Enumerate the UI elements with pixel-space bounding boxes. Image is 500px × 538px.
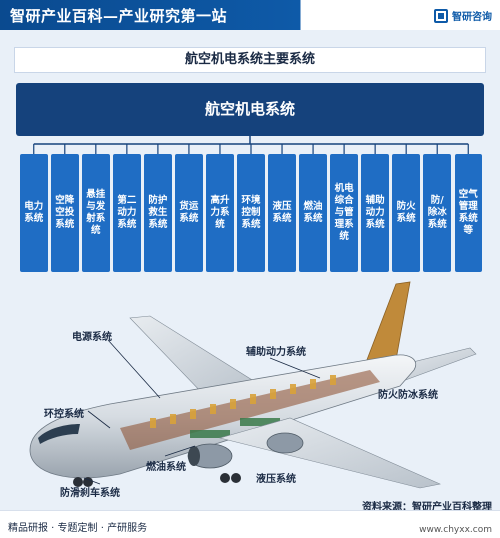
label-brake-system: 防滑刹车系统 <box>60 488 120 499</box>
header-title: 智研产业百科—产业研究第一站 <box>10 7 228 25</box>
subsystem-label: 货运系统 <box>179 201 199 224</box>
subsystem-box: 悬挂与发射系统 <box>82 154 110 272</box>
brand-logo: 智研咨询 <box>434 8 492 23</box>
subsystem-box: 辅助动力系统 <box>361 154 389 272</box>
aircraft-illustration <box>29 281 477 489</box>
subsystem-box: 第二动力系统 <box>113 154 141 272</box>
subsystem-box: 防火系统 <box>392 154 420 272</box>
label-power-system: 电源系统 <box>72 332 112 343</box>
source-note: 资料来源：智研产业百科整理 <box>362 502 492 513</box>
lower-wing <box>218 417 441 489</box>
diagram-title: 航空机电系统主要系统 <box>14 47 486 73</box>
subsystem-row: 电力系统 空降空投系统 悬挂与发射系统 第二动力系统 防护救生系统 货运系统 高升力系统 环境… <box>20 154 482 272</box>
subsystem-box: 环境控制系统 <box>237 154 265 272</box>
label-fire-ice-system: 防火防冰系统 <box>378 390 438 401</box>
subsystem-label: 高升力系统 <box>210 195 230 230</box>
subsystem-label: 液压系统 <box>272 201 292 224</box>
subsystem-label: 机电综合与管理系统 <box>334 183 354 242</box>
subsystem-box: 货运系统 <box>175 154 203 272</box>
header-bar: 智研产业百科—产业研究第一站 智研咨询 <box>0 0 500 30</box>
subsystem-box: 机电综合与管理系统 <box>330 154 358 272</box>
engine-right <box>266 432 304 454</box>
subsystem-box: 高升力系统 <box>206 154 234 272</box>
footer-right: www.chyxx.com <box>419 513 492 535</box>
subsystem-label: 空气管理系统等 <box>458 189 478 236</box>
connector-lines <box>33 136 469 154</box>
cockpit <box>38 424 80 444</box>
subsystem-label: 燃油系统 <box>303 201 323 224</box>
label-env-control-system: 环控系统 <box>44 409 84 420</box>
footer-tagline: 精品研报 · 专题定制 · 产研服务 <box>8 523 148 534</box>
subsystem-label: 第二动力系统 <box>117 195 137 230</box>
footer-url: www.chyxx.com <box>419 525 492 535</box>
subsystem-box: 电力系统 <box>20 154 48 272</box>
subsystem-box: 空降空投系统 <box>51 154 79 272</box>
footer-bar: 精品研报 · 专题定制 · 产研服务 www.chyxx.com <box>0 510 500 538</box>
subsystem-label: 环境控制系统 <box>241 195 261 230</box>
brand-logo-icon <box>434 8 448 23</box>
subsystem-label: 悬挂与发射系统 <box>86 189 106 236</box>
subsystem-box: 空气管理系统等 <box>454 154 482 272</box>
brand-logo-text: 智研咨询 <box>452 12 492 23</box>
subsystem-box: 燃油系统 <box>299 154 327 272</box>
subsystem-label: 防/除冰系统 <box>427 195 447 230</box>
cabin-cutaway <box>120 370 380 450</box>
label-fuel-system: 燃油系统 <box>146 462 186 473</box>
label-apu-system: 辅助动力系统 <box>246 347 306 358</box>
label-hydraulic-system: 液压系统 <box>256 474 296 485</box>
subsystem-label: 电力系统 <box>24 201 44 224</box>
root-node: 航空机电系统 <box>16 83 484 136</box>
subsystem-label: 防护救生系统 <box>148 195 168 230</box>
subsystem-box: 防/除冰系统 <box>423 154 451 272</box>
subsystem-label: 防火系统 <box>396 201 416 224</box>
subsystem-label: 空降空投系统 <box>55 195 75 230</box>
subsystem-box: 液压系统 <box>268 154 296 272</box>
subsystem-label: 辅助动力系统 <box>365 195 385 230</box>
subsystem-box: 防护救生系统 <box>144 154 172 272</box>
